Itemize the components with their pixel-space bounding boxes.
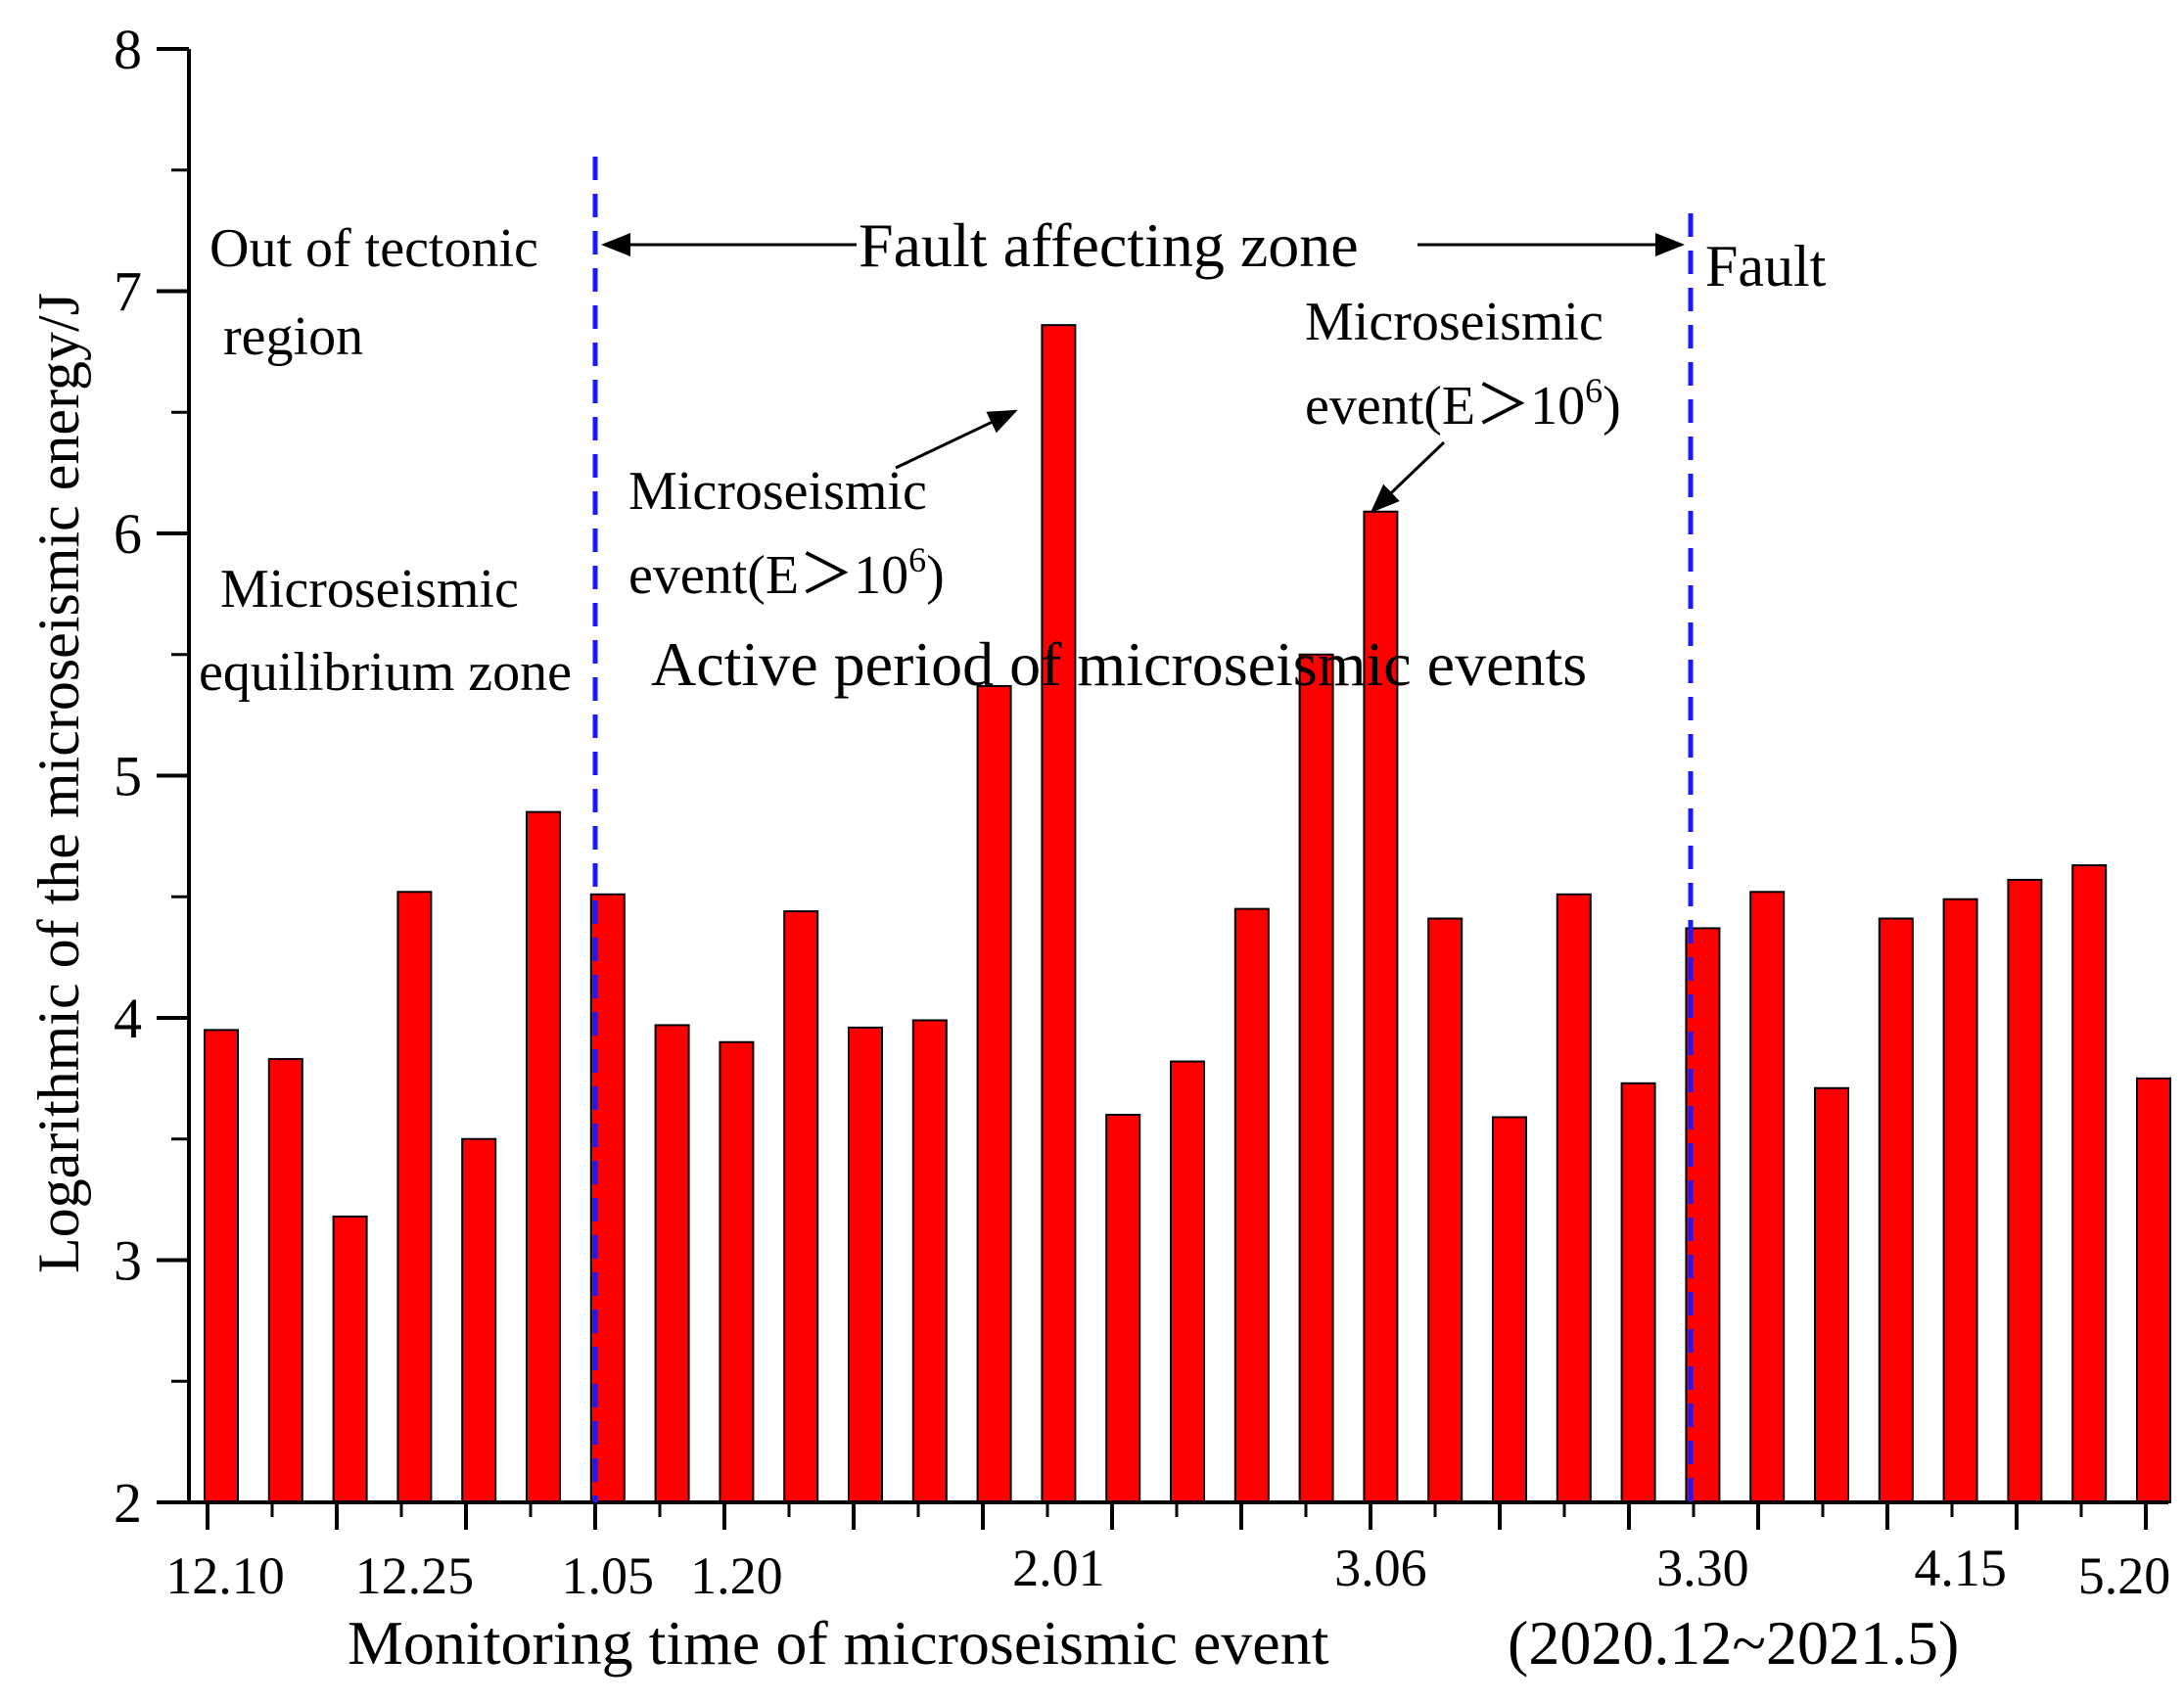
out-region-line1: Out of tectonic xyxy=(209,218,538,279)
event1-line1: Microseismic xyxy=(628,461,927,522)
bar-4 xyxy=(461,1137,497,1503)
x-ticks-layer: 12.10 12.25 1.05 1.20 2.01 3.06 3.30 4.15 5.20 xyxy=(165,1502,2170,1605)
x-axis-label: Monitoring time of microseismic event xyxy=(348,1608,1329,1678)
x-tick-label: 4.15 xyxy=(1914,1539,2007,1597)
x-tick-label: 5.20 xyxy=(2078,1546,2171,1605)
bar-9 xyxy=(783,910,819,1503)
equilibrium-line1: Microseismic xyxy=(220,559,519,620)
bar-5 xyxy=(526,810,561,1503)
y-tick-label: 3 xyxy=(114,1229,142,1293)
y-tick-label: 8 xyxy=(114,18,142,81)
x-tick-label: 3.30 xyxy=(1656,1539,1749,1597)
x-tick-label: 1.20 xyxy=(690,1546,783,1605)
event2-line1: Microseismic xyxy=(1305,292,1603,352)
event2-arrow xyxy=(1370,440,1446,514)
bar-1 xyxy=(267,1058,303,1503)
bar-21 xyxy=(1556,893,1592,1503)
active-period-label: Active period of microseismic events xyxy=(651,629,1587,699)
y-ticks-layer: 2 3 4 5 6 7 8 xyxy=(114,18,189,1535)
event1-suffix: ) xyxy=(926,545,945,606)
bar-20 xyxy=(1492,1116,1527,1503)
x-tick-label: 1.05 xyxy=(562,1546,655,1605)
x-tick-label: 12.25 xyxy=(355,1546,475,1605)
bar-3 xyxy=(396,891,433,1503)
bar-12 xyxy=(976,684,1012,1503)
bar-26 xyxy=(1878,917,1914,1503)
x-axis-range-label: (2020.12~2021.5) xyxy=(1508,1608,1959,1678)
equilibrium-line2: equilibrium zone xyxy=(199,642,572,703)
bar-24 xyxy=(1749,891,1786,1503)
event1-prefix: event(E＞10 xyxy=(628,545,908,606)
event1-line2: event(E＞106) xyxy=(628,540,945,606)
bar-19 xyxy=(1427,917,1464,1503)
out-region-line2: region xyxy=(223,306,363,367)
bar-16 xyxy=(1233,907,1270,1503)
bars-layer xyxy=(204,324,2171,1504)
bar-8 xyxy=(719,1040,755,1503)
bar-7 xyxy=(654,1024,690,1504)
event1-arrow xyxy=(895,409,1018,470)
bar-14 xyxy=(1105,1114,1141,1503)
event2-suffix: ) xyxy=(1603,376,1621,437)
y-tick-label: 2 xyxy=(114,1471,142,1535)
y-tick-label: 7 xyxy=(114,260,142,324)
y-tick-label: 5 xyxy=(114,745,142,808)
bar-25 xyxy=(1814,1086,1849,1504)
fault-label: Fault xyxy=(1705,234,1827,299)
event2-line2: event(E＞106) xyxy=(1305,371,1621,437)
bar-11 xyxy=(911,1019,948,1503)
bar-15 xyxy=(1170,1060,1205,1504)
y-axis-label: Logarithmic of the microseismic energy/J xyxy=(26,293,91,1273)
bar-0 xyxy=(204,1029,239,1503)
event2-prefix: event(E＞10 xyxy=(1305,376,1585,437)
bar-30 xyxy=(2136,1077,2171,1503)
annotation-arrows xyxy=(601,233,1685,514)
x-tick-label: 3.06 xyxy=(1334,1539,1427,1597)
bar-10 xyxy=(848,1026,883,1504)
x-tick-label: 2.01 xyxy=(1012,1539,1105,1597)
bar-28 xyxy=(2007,878,2043,1503)
text-annotations: Out of tectonic region Fault affecting z… xyxy=(26,210,1959,1678)
event2-superscript: 6 xyxy=(1585,371,1603,410)
bar-18 xyxy=(1363,510,1399,1503)
y-tick-label: 4 xyxy=(114,987,142,1050)
bar-17 xyxy=(1298,653,1334,1503)
bar-27 xyxy=(1942,898,1978,1503)
event1-superscript: 6 xyxy=(908,540,926,579)
bar-22 xyxy=(1620,1082,1656,1503)
y-tick-label: 6 xyxy=(114,502,142,566)
bar-29 xyxy=(2071,864,2108,1503)
x-tick-label: 12.10 xyxy=(165,1546,285,1605)
bar-13 xyxy=(1041,324,1077,1503)
bar-2 xyxy=(332,1215,368,1503)
zone-dividers xyxy=(592,157,1694,1502)
fault-zone-label: Fault affecting zone xyxy=(859,210,1359,280)
